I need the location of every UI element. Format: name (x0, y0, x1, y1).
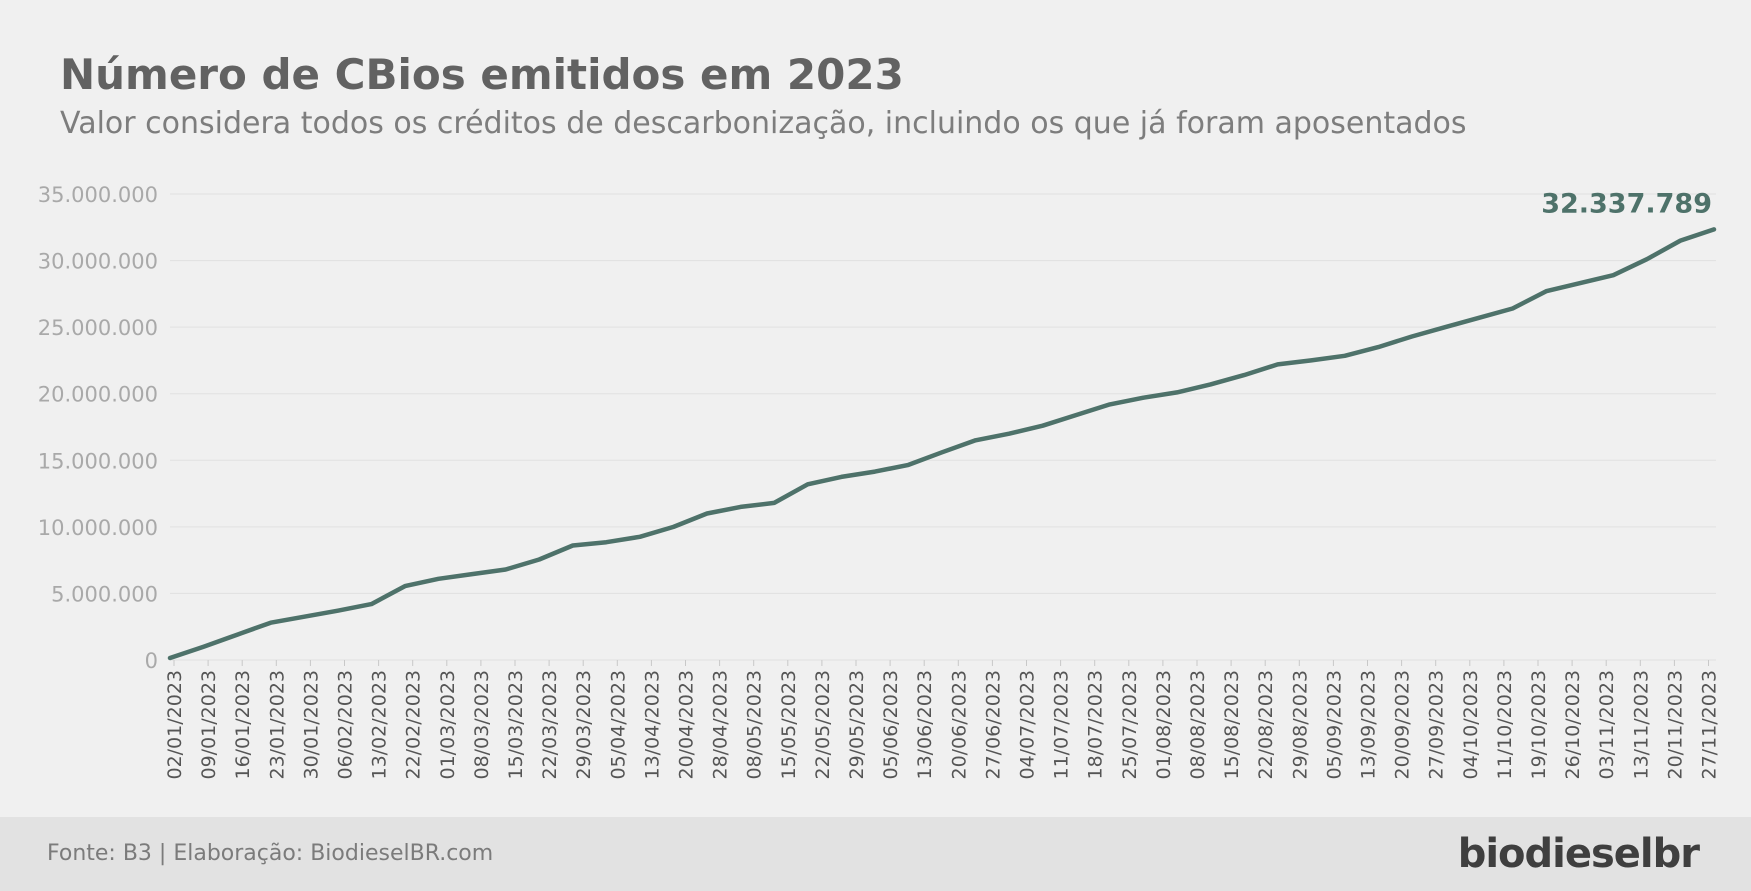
x-tick-label: 04/10/2023 (1460, 670, 1482, 780)
x-tick-label: 27/09/2023 (1426, 670, 1448, 780)
x-tick-label: 19/10/2023 (1528, 670, 1550, 780)
x-tick-label: 13/11/2023 (1630, 670, 1652, 780)
x-tick-label: 05/09/2023 (1323, 670, 1345, 780)
x-tick-label: 29/03/2023 (573, 670, 595, 780)
x-tick-label: 01/03/2023 (437, 670, 459, 780)
x-tick-label: 18/07/2023 (1085, 670, 1107, 780)
line-chart: 0 5.000.000 10.000.000 15.000.000 20.000.000… (38, 183, 1721, 780)
x-tick-label: 08/05/2023 (744, 670, 766, 780)
x-tick-label: 11/10/2023 (1494, 670, 1516, 780)
x-tick-label: 05/06/2023 (880, 670, 902, 780)
x-tick-label: 29/08/2023 (1289, 670, 1311, 780)
x-tick-label: 05/04/2023 (607, 670, 629, 780)
x-tick-label: 22/08/2023 (1255, 670, 1277, 780)
x-tick-label: 13/04/2023 (641, 670, 663, 780)
y-tick-label: 5.000.000 (51, 582, 158, 606)
y-tick-label: 30.000.000 (38, 250, 158, 274)
x-tick-label: 15/03/2023 (505, 670, 527, 780)
x-tick-label: 30/01/2023 (300, 670, 322, 780)
x-tick-label: 23/01/2023 (266, 670, 288, 780)
y-tick-label: 20.000.000 (38, 383, 158, 407)
x-tick-label: 22/03/2023 (539, 670, 561, 780)
x-tick-label: 04/07/2023 (1017, 670, 1039, 780)
x-tick-label: 29/05/2023 (846, 670, 868, 780)
x-tick-label: 16/01/2023 (232, 670, 254, 780)
x-tick-label: 09/01/2023 (198, 670, 220, 780)
footer: Fonte: B3 | Elaboração: BiodieselBR.com … (0, 817, 1751, 891)
y-tick-label: 10.000.000 (38, 516, 158, 540)
x-tick-label: 13/06/2023 (914, 670, 936, 780)
x-tick-label: 15/08/2023 (1221, 670, 1243, 780)
x-tick-label: 13/09/2023 (1358, 670, 1380, 780)
x-tick-label: 03/11/2023 (1596, 670, 1618, 780)
x-tick-label: 06/02/2023 (335, 670, 357, 780)
x-tick-label: 22/02/2023 (403, 670, 425, 780)
x-tick-label: 22/05/2023 (812, 670, 834, 780)
y-tick-label: 25.000.000 (38, 316, 158, 340)
x-tick-label: 02/01/2023 (164, 670, 186, 780)
x-tick-label: 08/03/2023 (471, 670, 493, 780)
x-tick-label: 20/06/2023 (948, 670, 970, 780)
x-tick-label: 15/05/2023 (778, 670, 800, 780)
x-tick-label: 20/04/2023 (676, 670, 698, 780)
x-tick-label: 27/11/2023 (1699, 670, 1721, 780)
x-tick-label: 28/04/2023 (710, 670, 732, 780)
x-tick-label: 27/06/2023 (982, 670, 1004, 780)
x-tick-label: 13/02/2023 (369, 670, 391, 780)
y-tick-label: 0 (145, 649, 158, 673)
x-tick-label: 20/11/2023 (1664, 670, 1686, 780)
y-tick-label: 35.000.000 (38, 183, 158, 207)
x-tick-label: 20/09/2023 (1392, 670, 1414, 780)
y-tick-label: 15.000.000 (38, 449, 158, 473)
x-tick-label: 01/08/2023 (1153, 670, 1175, 780)
final-value-label: 32.337.789 (1541, 188, 1712, 219)
biodieselbr-logo: biodieselbr (1457, 831, 1700, 877)
chart-subtitle: Valor considera todos os créditos de des… (60, 106, 1467, 141)
source-credit: Fonte: B3 | Elaboração: BiodieselBR.com (47, 841, 494, 866)
x-tick-label: 25/07/2023 (1119, 670, 1141, 780)
x-tick-label: 11/07/2023 (1051, 670, 1073, 780)
chart-title: Número de CBios emitidos em 2023 (60, 50, 904, 99)
x-tick-label: 08/08/2023 (1187, 670, 1209, 780)
x-tick-label: 26/10/2023 (1562, 670, 1584, 780)
